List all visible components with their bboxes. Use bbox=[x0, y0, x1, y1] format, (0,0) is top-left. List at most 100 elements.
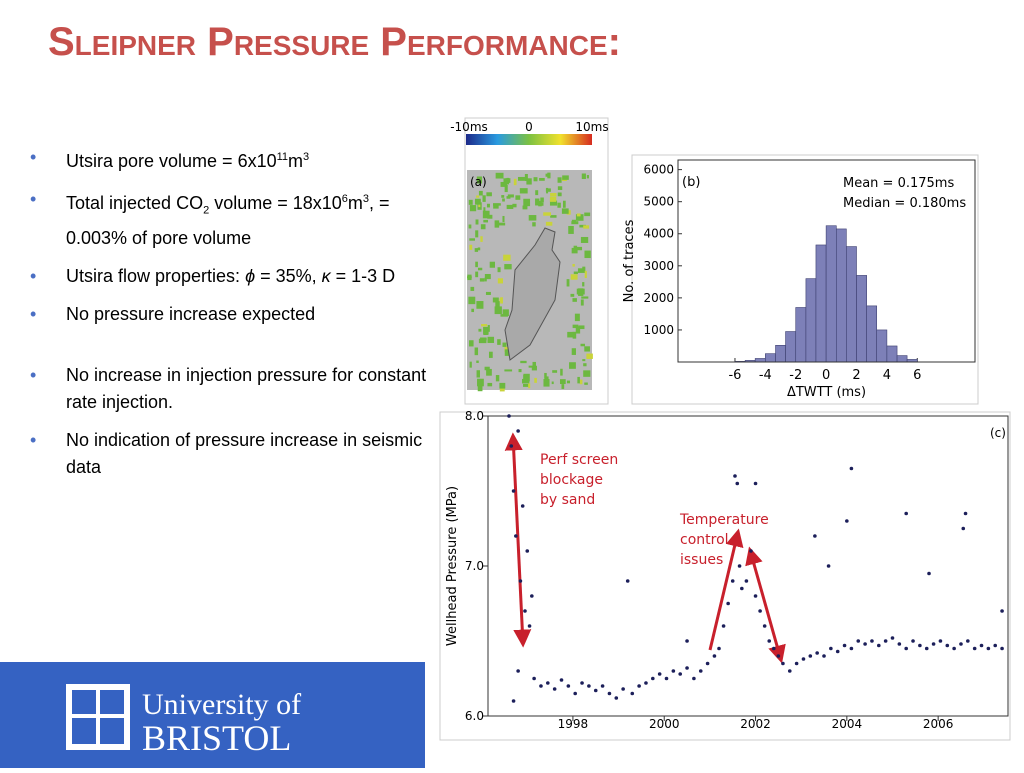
x-tick-label: -4 bbox=[759, 368, 772, 383]
stat: Median = 0.180ms bbox=[843, 196, 966, 211]
plot-frame bbox=[677, 159, 976, 363]
map-patch bbox=[572, 324, 579, 329]
colorbar-label: 10ms bbox=[575, 120, 608, 134]
map-patch bbox=[487, 325, 490, 332]
data-point bbox=[507, 414, 511, 418]
x-tick-label: 1998 bbox=[558, 717, 589, 731]
map-patch bbox=[501, 195, 505, 198]
data-point bbox=[685, 639, 689, 643]
data-point bbox=[520, 504, 525, 508]
map-patch bbox=[487, 214, 493, 219]
map-patch bbox=[469, 340, 474, 347]
data-point bbox=[767, 639, 772, 643]
y-tick-label: 1000 bbox=[643, 323, 674, 337]
data-point bbox=[883, 639, 888, 643]
data-point bbox=[580, 681, 584, 685]
data-point bbox=[516, 669, 520, 673]
data-point bbox=[776, 654, 781, 658]
annotation-arrow bbox=[708, 528, 744, 651]
map-patch bbox=[557, 202, 561, 208]
data-point bbox=[963, 511, 968, 516]
panel-label: (c) bbox=[990, 426, 1006, 440]
y-tick-label: 2000 bbox=[643, 291, 674, 305]
data-point bbox=[726, 601, 730, 606]
map-patch bbox=[467, 274, 472, 281]
map-patch bbox=[539, 177, 545, 181]
data-point bbox=[625, 579, 630, 583]
data-point bbox=[516, 429, 520, 433]
bullet-text: Utsira flow properties: bbox=[66, 265, 246, 286]
data-point bbox=[671, 669, 676, 673]
map-patch bbox=[495, 301, 500, 308]
map-patch bbox=[584, 346, 590, 352]
map-patch bbox=[532, 222, 536, 227]
map-patch bbox=[571, 247, 578, 254]
map-patch bbox=[502, 198, 505, 202]
data-point bbox=[525, 549, 530, 553]
x-tick-label: 2006 bbox=[923, 717, 954, 731]
histogram-bar bbox=[896, 355, 908, 363]
x-axis-label: ΔTWTT (ms) bbox=[787, 385, 866, 400]
bullet-text: 2 bbox=[203, 204, 210, 217]
annotation-arrow bbox=[504, 432, 532, 648]
map-patch bbox=[483, 332, 488, 335]
logo: University of BRISTOL bbox=[66, 684, 301, 758]
data-point bbox=[511, 699, 516, 703]
data-point bbox=[938, 639, 943, 643]
data-point bbox=[876, 643, 881, 648]
histogram-bar bbox=[775, 345, 786, 363]
map-patch bbox=[583, 225, 590, 229]
data-point bbox=[1000, 646, 1004, 651]
map-patch bbox=[475, 230, 479, 238]
map-patch bbox=[479, 278, 485, 282]
map-patch bbox=[573, 271, 578, 275]
histogram-bar bbox=[846, 246, 857, 363]
slide-title: Sleipner Pressure Performance: bbox=[48, 20, 621, 64]
map-patch bbox=[561, 208, 569, 214]
x-tick-label: 2000 bbox=[649, 717, 680, 731]
map-patch bbox=[482, 210, 490, 219]
map-patch bbox=[495, 375, 500, 382]
map-patch bbox=[502, 342, 507, 347]
map-patch bbox=[581, 296, 589, 299]
map-patch bbox=[568, 225, 574, 234]
data-point bbox=[959, 642, 963, 646]
data-point bbox=[527, 624, 532, 628]
map-patch bbox=[519, 188, 528, 194]
map-patch bbox=[543, 212, 552, 216]
map-patch bbox=[546, 187, 549, 194]
map-patch bbox=[562, 200, 566, 208]
map-patch bbox=[522, 205, 528, 210]
bullet-list: Utsira pore volume = 6x1011m3Total injec… bbox=[30, 144, 440, 492]
map-patch bbox=[515, 195, 521, 200]
data-point bbox=[870, 639, 874, 643]
crest-part bbox=[72, 718, 96, 744]
data-point bbox=[514, 534, 518, 538]
bullet-text: 3 bbox=[362, 193, 370, 205]
map-patch bbox=[483, 207, 486, 213]
panel-label: (a) bbox=[470, 175, 487, 189]
map-patch bbox=[469, 205, 477, 212]
data-point bbox=[721, 624, 726, 628]
bullet: Utsira pore volume = 6x1011m3 bbox=[30, 144, 440, 175]
annotation: by sand bbox=[540, 492, 595, 508]
bullet: Utsira flow properties: ϕ = 35%, κ = 1-3… bbox=[30, 263, 440, 290]
map-patch bbox=[580, 299, 584, 306]
data-point bbox=[822, 654, 826, 658]
histogram-bar bbox=[754, 358, 766, 363]
histogram-bar bbox=[805, 278, 817, 363]
figure-c-frame bbox=[439, 411, 1011, 741]
map-patch bbox=[502, 215, 505, 223]
map-patch bbox=[580, 236, 589, 243]
map-patch bbox=[474, 198, 481, 205]
map-patch bbox=[483, 326, 489, 335]
map-patch bbox=[475, 261, 478, 268]
data-point bbox=[552, 687, 557, 691]
histogram-bar bbox=[876, 329, 888, 363]
data-point bbox=[607, 691, 612, 696]
map-patch bbox=[583, 370, 591, 377]
map-patch bbox=[477, 383, 483, 392]
map-patch bbox=[584, 250, 591, 259]
map-patch bbox=[477, 247, 481, 251]
